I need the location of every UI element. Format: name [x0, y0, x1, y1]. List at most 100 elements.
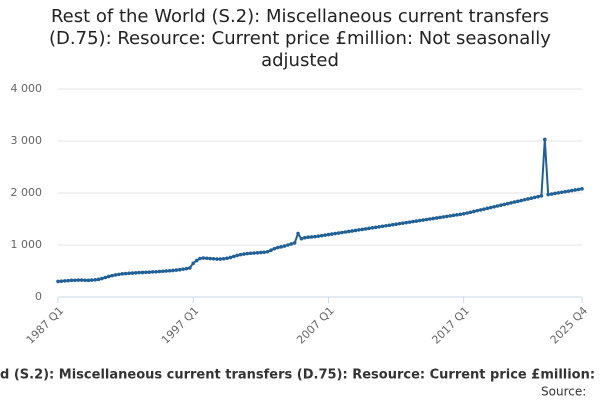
- point: [279, 245, 283, 249]
- point: [556, 191, 561, 195]
- point: [390, 222, 395, 227]
- point: [194, 258, 199, 263]
- x-tick-label: 1987 Q1: [24, 304, 67, 347]
- point: [397, 221, 402, 226]
- point: [478, 208, 483, 212]
- point: [147, 270, 152, 274]
- point: [86, 278, 91, 283]
- point: [424, 217, 429, 222]
- y-tick-label: 3 000: [11, 134, 43, 147]
- point: [421, 218, 425, 222]
- point: [248, 251, 253, 256]
- point: [252, 251, 256, 255]
- point: [157, 269, 162, 274]
- point: [231, 254, 236, 259]
- point: [417, 218, 422, 223]
- point: [123, 271, 128, 276]
- point: [127, 271, 131, 276]
- point: [401, 221, 405, 225]
- point: [350, 229, 354, 233]
- point: [259, 250, 263, 255]
- point: [302, 235, 307, 240]
- point: [573, 188, 578, 192]
- point: [154, 269, 158, 274]
- point: [56, 279, 60, 284]
- point: [502, 202, 507, 207]
- point: [79, 278, 84, 282]
- point: [188, 266, 192, 270]
- point: [461, 212, 466, 216]
- point: [394, 222, 398, 226]
- point: [161, 269, 165, 274]
- point: [333, 231, 338, 236]
- point: [414, 219, 419, 223]
- x-tick-label: 2007 Q1: [294, 304, 337, 347]
- point: [559, 190, 564, 195]
- y-tick-label: 0: [35, 290, 42, 303]
- point: [377, 225, 381, 229]
- x-tick-label: 2025 Q4: [548, 304, 591, 347]
- point: [428, 217, 432, 221]
- point: [529, 196, 534, 200]
- point: [66, 278, 70, 283]
- point: [275, 245, 280, 250]
- point: [485, 206, 490, 211]
- point: [225, 256, 229, 261]
- point: [90, 278, 94, 282]
- point: [211, 256, 216, 261]
- point: [113, 273, 118, 277]
- point: [93, 278, 97, 282]
- source: Source:: [541, 385, 586, 399]
- point: [475, 208, 480, 213]
- point: [289, 242, 294, 246]
- point: [444, 214, 449, 219]
- point: [346, 229, 351, 234]
- point: [373, 225, 378, 230]
- point: [265, 249, 270, 254]
- point: [526, 197, 530, 201]
- point: [83, 278, 87, 283]
- point: [201, 256, 206, 260]
- point: [313, 234, 317, 239]
- point: [404, 220, 409, 225]
- point: [120, 272, 125, 276]
- point: [76, 278, 81, 282]
- point: [482, 207, 486, 211]
- point: [198, 256, 202, 261]
- point: [106, 274, 111, 279]
- point: [59, 279, 64, 283]
- point: [171, 268, 175, 273]
- point: [272, 246, 277, 251]
- point: [204, 256, 209, 261]
- point: [549, 192, 554, 196]
- point: [380, 224, 385, 229]
- point: [522, 197, 527, 202]
- point: [407, 220, 412, 224]
- point: [62, 279, 67, 283]
- point: [167, 268, 172, 273]
- point: [576, 187, 581, 192]
- point: [387, 223, 392, 228]
- point: [177, 267, 182, 272]
- point: [357, 228, 361, 232]
- point: [363, 227, 368, 231]
- point: [546, 192, 550, 197]
- point: [282, 244, 287, 248]
- point: [566, 189, 571, 193]
- point: [353, 228, 358, 233]
- point: [269, 248, 273, 252]
- point: [174, 268, 179, 272]
- point: [96, 277, 101, 282]
- point: [164, 269, 168, 273]
- point: [130, 271, 135, 275]
- point: [181, 267, 185, 271]
- point: [245, 251, 250, 256]
- y-tick-label: 4 000: [11, 82, 43, 95]
- point: [150, 270, 155, 274]
- point: [499, 203, 503, 208]
- point: [319, 233, 324, 238]
- point: [238, 252, 243, 257]
- point: [563, 189, 567, 194]
